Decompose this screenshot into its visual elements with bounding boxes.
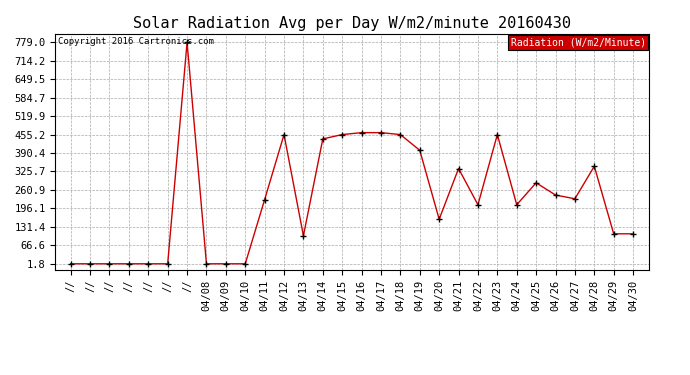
Text: Copyright 2016 Cartronics.com: Copyright 2016 Cartronics.com	[58, 37, 214, 46]
Text: Radiation (W/m2/Minute): Radiation (W/m2/Minute)	[511, 37, 646, 47]
Title: Solar Radiation Avg per Day W/m2/minute 20160430: Solar Radiation Avg per Day W/m2/minute …	[133, 16, 571, 31]
